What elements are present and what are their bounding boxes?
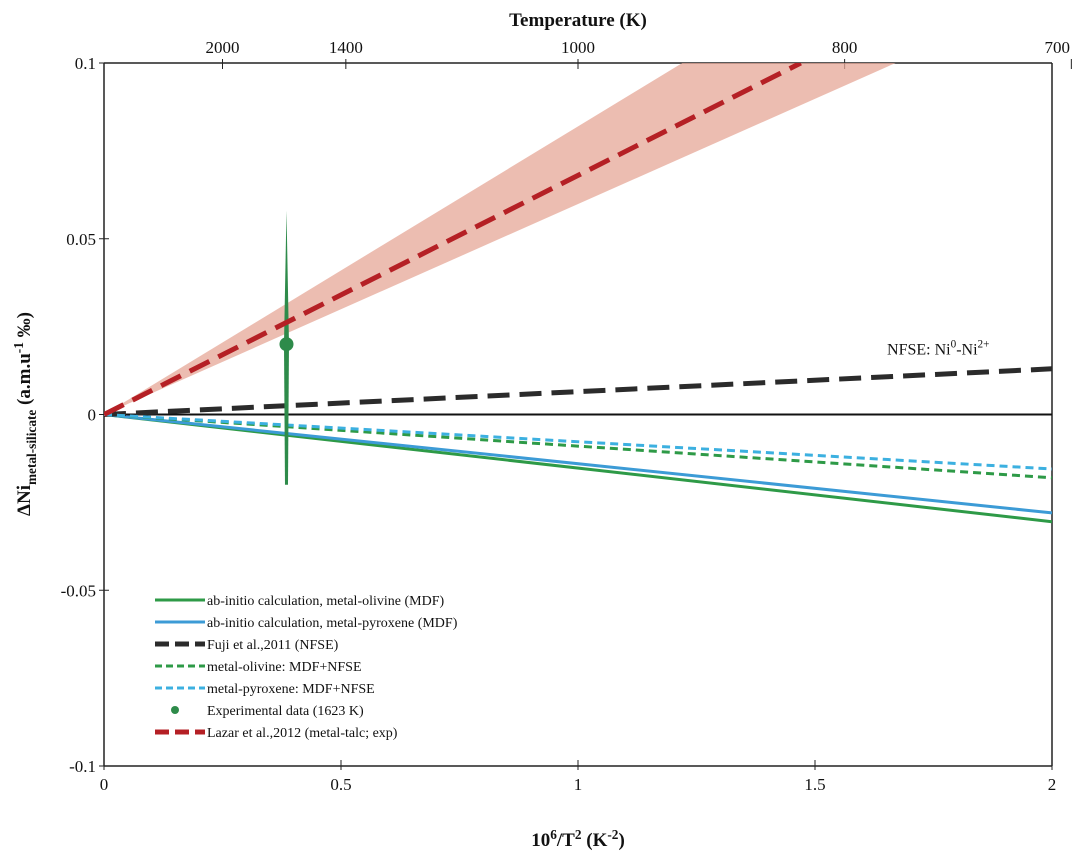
legend-label: Fuji et al.,2011 (NFSE) xyxy=(207,638,339,653)
annotation: NFSE: Ni0-Ni2+ xyxy=(887,339,989,359)
x-tick-label: 0 xyxy=(100,775,109,794)
label-part: (a.m.u xyxy=(14,353,35,410)
series-line xyxy=(104,413,1052,471)
label-part: /T xyxy=(556,830,575,851)
series-line xyxy=(104,63,802,417)
label-part: 2 xyxy=(575,827,582,842)
label-part: -Ni xyxy=(956,342,978,359)
y-tick-label: 0.1 xyxy=(75,54,96,73)
legend-label: metal-olivine: MDF+NFSE xyxy=(207,660,362,675)
x2-tick-label: 800 xyxy=(832,38,858,57)
x-axis-title: 106/T2 (K-2) xyxy=(531,827,625,851)
uncertainty-band xyxy=(104,63,896,415)
label-part: ) xyxy=(618,830,624,851)
label-part: NFSE: Ni xyxy=(887,342,951,359)
label-part: (K xyxy=(582,830,608,851)
label-part: 0 xyxy=(951,339,957,351)
x2-tick-label: 1400 xyxy=(329,38,363,57)
label-part: 6 xyxy=(550,827,557,842)
data-point xyxy=(279,337,294,352)
plot-area xyxy=(104,63,1052,524)
label-part: -2 xyxy=(607,827,618,842)
x-tick-label: 2 xyxy=(1048,775,1057,794)
label-part: metal-silicate xyxy=(24,410,39,485)
series-line xyxy=(104,366,1052,417)
legend-label: metal-pyroxene: MDF+NFSE xyxy=(207,682,375,697)
label-part: ‰) xyxy=(14,312,35,342)
x2-title: Temperature (K) xyxy=(509,10,647,31)
y-tick-label: -0.05 xyxy=(61,581,96,600)
x-tick-label: 1 xyxy=(574,775,583,794)
label-part: 2+ xyxy=(978,339,990,351)
y-tick-label: -0.1 xyxy=(69,757,96,776)
legend-label: Experimental data (1623 K) xyxy=(207,704,364,719)
x2-tick-label: 2000 xyxy=(206,38,240,57)
y-axis-title: ΔNimetal-silicate (a.m.u-1 ‰) xyxy=(11,312,39,516)
series-line xyxy=(104,413,1052,515)
label-part: ΔNi xyxy=(14,485,35,516)
legend-label: Lazar et al.,2012 (metal-talc; exp) xyxy=(207,726,398,741)
x-tick-label: 1.5 xyxy=(804,775,825,794)
x-tick-label: 0.5 xyxy=(330,775,351,794)
x2-tick-label: 700 xyxy=(1045,38,1071,57)
legend-marker xyxy=(171,706,179,714)
y-tick-label: 0 xyxy=(88,406,97,425)
label-part: -1 xyxy=(11,342,26,353)
x2-tick-label: 1000 xyxy=(561,38,595,57)
label-part: 10 xyxy=(531,830,550,851)
y-tick-label: 0.05 xyxy=(66,230,96,249)
legend-label: ab-initio calculation, metal-olivine (MD… xyxy=(207,594,444,609)
legend-label: ab-initio calculation, metal-pyroxene (M… xyxy=(207,616,458,631)
